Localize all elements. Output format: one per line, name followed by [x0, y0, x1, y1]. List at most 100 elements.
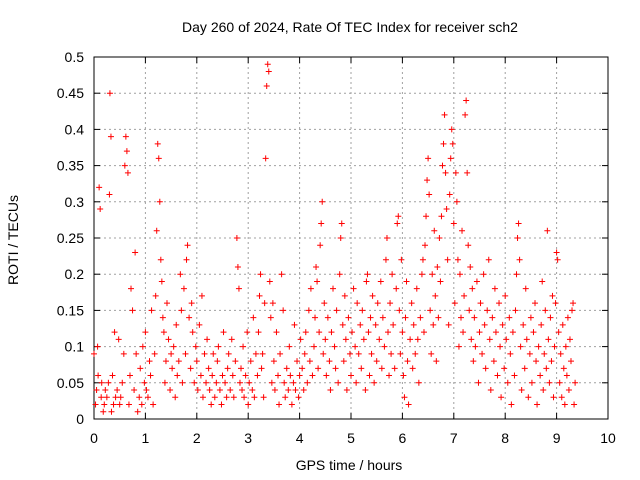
data-point — [513, 271, 520, 278]
data-point — [537, 372, 544, 379]
data-point — [119, 379, 126, 386]
data-point — [533, 358, 540, 365]
data-point — [377, 278, 384, 285]
data-point — [435, 314, 442, 321]
y-tick-label: 0.45 — [57, 85, 84, 101]
data-point — [102, 387, 109, 394]
data-point — [337, 235, 344, 241]
data-point — [291, 321, 298, 328]
data-point — [395, 213, 402, 220]
data-point — [256, 292, 263, 299]
data-point — [492, 329, 499, 336]
data-point — [151, 350, 158, 357]
data-point — [265, 68, 272, 75]
data-point — [122, 133, 129, 140]
data-point — [108, 408, 115, 415]
data-point — [390, 321, 397, 328]
data-point — [374, 300, 381, 307]
data-point — [283, 365, 290, 372]
data-point — [287, 372, 294, 379]
data-point — [443, 206, 450, 213]
data-point — [480, 271, 487, 278]
data-point — [470, 358, 477, 365]
x-tick-label: 8 — [501, 430, 509, 446]
data-point — [471, 314, 478, 321]
data-point — [419, 256, 426, 263]
data-point — [522, 285, 529, 292]
data-point — [425, 155, 432, 162]
data-point — [324, 314, 331, 321]
data-point — [225, 350, 232, 357]
y-tick-label: 0.2 — [65, 266, 85, 282]
data-point — [247, 358, 254, 365]
data-point — [258, 365, 265, 372]
data-point — [569, 307, 576, 314]
data-point — [327, 387, 334, 394]
data-point — [220, 329, 227, 336]
data-point — [223, 394, 230, 401]
data-point — [335, 379, 342, 386]
data-point — [521, 365, 528, 372]
data-point — [328, 329, 335, 336]
data-point — [549, 292, 556, 299]
data-point — [440, 140, 447, 147]
data-point — [532, 300, 539, 307]
data-point — [340, 358, 347, 365]
data-point — [448, 126, 455, 133]
data-point — [477, 300, 484, 307]
data-point — [120, 350, 127, 357]
data-point — [263, 82, 270, 89]
data-point — [512, 307, 519, 314]
data-point — [94, 343, 101, 350]
y-tick-label: 0.3 — [65, 194, 85, 210]
data-point — [98, 394, 105, 401]
data-point — [210, 350, 217, 357]
data-point — [189, 329, 196, 336]
data-point — [399, 329, 406, 336]
data-point — [229, 372, 236, 379]
data-point — [363, 278, 370, 285]
data-point — [498, 394, 505, 401]
data-point — [299, 365, 306, 372]
data-point — [420, 329, 427, 336]
data-point — [187, 365, 194, 372]
data-point — [509, 329, 516, 336]
data-point — [273, 329, 280, 336]
data-point — [285, 387, 292, 394]
data-point — [271, 387, 278, 394]
data-point — [453, 198, 460, 205]
data-point — [462, 111, 469, 118]
data-point — [535, 343, 542, 350]
data-point — [542, 307, 549, 314]
data-point — [376, 336, 383, 343]
data-point — [438, 213, 445, 220]
data-point — [188, 300, 195, 307]
data-point — [97, 206, 104, 213]
data-point — [249, 387, 256, 394]
data-point — [479, 350, 486, 357]
data-point — [408, 300, 415, 307]
data-point — [141, 379, 148, 386]
data-point — [128, 285, 135, 292]
data-point — [162, 358, 169, 365]
data-point — [553, 249, 560, 256]
data-point — [381, 343, 388, 350]
data-point — [496, 300, 503, 307]
y-tick-label: 0.5 — [65, 49, 85, 65]
data-point — [322, 336, 329, 343]
data-point — [487, 387, 494, 394]
data-point — [290, 379, 297, 386]
data-point — [439, 162, 446, 169]
data-point — [280, 307, 287, 314]
data-point — [294, 358, 301, 365]
data-point — [424, 177, 431, 184]
data-point — [296, 372, 303, 379]
data-point — [452, 169, 459, 176]
data-point — [572, 379, 579, 386]
y-axis-label: ROTI / TECUs — [5, 195, 21, 285]
data-point — [402, 314, 409, 321]
data-point — [546, 379, 553, 386]
data-point — [101, 401, 108, 408]
data-point — [391, 365, 398, 372]
data-point — [244, 329, 251, 336]
